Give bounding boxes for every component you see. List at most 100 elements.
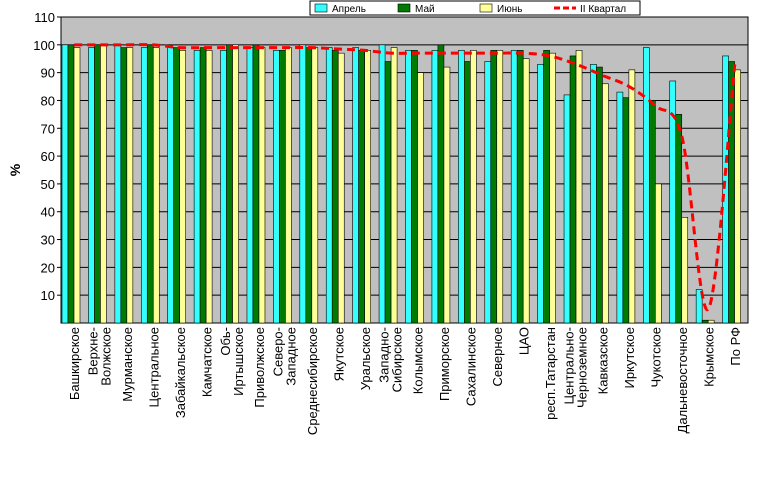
x-tick-label-group: Забайкальское — [173, 327, 188, 418]
bar-1-21 — [590, 63, 597, 324]
x-tick-label-line: Северо- — [271, 327, 286, 376]
bar-3-9 — [285, 47, 292, 324]
bar-2-17 — [490, 50, 498, 324]
x-tick-label: Сахалинское — [464, 327, 479, 406]
bar-1-20 — [563, 94, 571, 324]
bar-1-14 — [405, 50, 412, 324]
bar-3-17 — [496, 50, 504, 324]
x-tick-label-group: Центральное — [146, 327, 161, 407]
y-tick-label: 80 — [41, 93, 55, 108]
x-tick-label-group: респ.Татарстан — [543, 327, 558, 420]
y-axis-label: % — [7, 163, 23, 176]
legend: Апрель Май Июнь II Квартал — [309, 0, 641, 16]
bar-1-13 — [378, 44, 386, 324]
bar-3-25 — [707, 319, 715, 324]
bar-2-22 — [622, 97, 630, 324]
bar-3-10 — [311, 47, 319, 324]
x-tick-label: По РФ — [728, 327, 743, 366]
bar-3-11 — [337, 52, 345, 324]
bar-1-5 — [167, 47, 174, 324]
bar-1-18 — [510, 50, 518, 324]
x-tick-label-group: Чукотское — [649, 327, 664, 388]
bar-2-2 — [94, 44, 101, 324]
legend-label-2: Май — [415, 4, 435, 15]
y-tick-label: 70 — [41, 121, 55, 136]
bar-3-4 — [152, 47, 160, 324]
bar-1-8 — [246, 47, 254, 324]
bar-1-11 — [325, 47, 333, 324]
bar-3-1 — [73, 47, 81, 324]
bar-2-18 — [516, 50, 524, 324]
bar-3-23 — [655, 183, 662, 324]
bar-3-21 — [602, 83, 609, 324]
bar-3-6 — [205, 50, 213, 324]
x-tick-label-group: Дальневосточное — [675, 327, 690, 433]
x-tick-label-line: Центрально- — [561, 327, 576, 405]
bar-1-23 — [643, 47, 650, 324]
legend-swatch-3 — [479, 3, 493, 13]
y-tick-label: 50 — [41, 177, 55, 192]
legend-swatch-2 — [397, 3, 411, 13]
x-tick-label: Верхне-Волжское — [86, 327, 114, 386]
x-tick-label-group: Приволжское — [252, 327, 267, 408]
bar-1-3 — [114, 44, 122, 324]
bar-3-18 — [522, 58, 530, 324]
x-tick-label-group: Верхне-Волжское — [86, 327, 114, 386]
y-tick-label: 90 — [41, 66, 55, 81]
bar-3-7 — [232, 44, 239, 324]
bar-2-15 — [437, 44, 445, 324]
bar-3-2 — [100, 44, 107, 324]
x-tick-label: Приволжское — [252, 327, 267, 408]
x-tick-label-group: Приморское — [437, 327, 452, 401]
bar-3-8 — [258, 47, 266, 324]
bar-2-20 — [569, 55, 577, 324]
x-tick-label: Среднесибирское — [305, 327, 320, 435]
bar-1-12 — [352, 47, 359, 324]
bar-1-1 — [61, 44, 69, 324]
bar-3-13 — [390, 47, 398, 324]
x-tick-label-group: Мурманское — [120, 327, 135, 402]
y-tick-label: 40 — [41, 205, 55, 220]
bar-2-4 — [146, 44, 154, 324]
x-tick-label-group: По РФ — [728, 327, 743, 366]
x-tick-label: Центральное — [146, 327, 161, 407]
legend-box — [309, 0, 641, 16]
x-tick-label: Северо-Западное — [271, 327, 299, 386]
bar-2-16 — [464, 61, 471, 324]
x-tick-label: Камчатское — [199, 327, 214, 397]
bar-1-9 — [273, 50, 280, 324]
x-tick-label-group: Среднесибирское — [305, 327, 320, 435]
x-tick-label-line: Черноземное — [574, 327, 589, 408]
bar-1-17 — [484, 61, 492, 324]
x-tick-label-line: Западно- — [376, 327, 391, 383]
bar-2-14 — [411, 50, 418, 324]
bar-2-9 — [279, 50, 286, 324]
x-tick-label-line: Волжское — [99, 327, 114, 386]
x-tick-label: Северное — [490, 327, 505, 386]
x-tick-label: Крымское — [701, 327, 716, 387]
x-tick-label: Уральское — [358, 327, 373, 390]
bar-2-6 — [199, 47, 207, 324]
bar-2-21 — [596, 66, 603, 324]
bar-2-25 — [701, 319, 709, 324]
bar-2-5 — [173, 47, 180, 324]
bar-1-25 — [695, 289, 703, 324]
x-tick-label: Приморское — [437, 327, 452, 401]
bar-1-2 — [88, 47, 95, 324]
x-tick-label-group: Якутское — [331, 327, 346, 381]
bar-2-19 — [543, 50, 550, 324]
bar-3-3 — [126, 47, 134, 324]
bar-3-14 — [417, 72, 424, 324]
x-tick-label-line: Иртышское — [231, 327, 246, 396]
bar-3-15 — [443, 66, 451, 324]
x-tick-label-line: Верхне- — [86, 327, 101, 375]
x-tick-label-group: Кавказское — [596, 327, 611, 394]
x-tick-label: Колымское — [411, 327, 426, 394]
bar-2-12 — [358, 50, 365, 324]
x-tick-label: Кавказское — [596, 327, 611, 394]
x-tick-label: Забайкальское — [173, 327, 188, 418]
x-tick-label-group: Обь-Иртышское — [218, 327, 246, 396]
x-tick-label-group: Северное — [490, 327, 505, 386]
